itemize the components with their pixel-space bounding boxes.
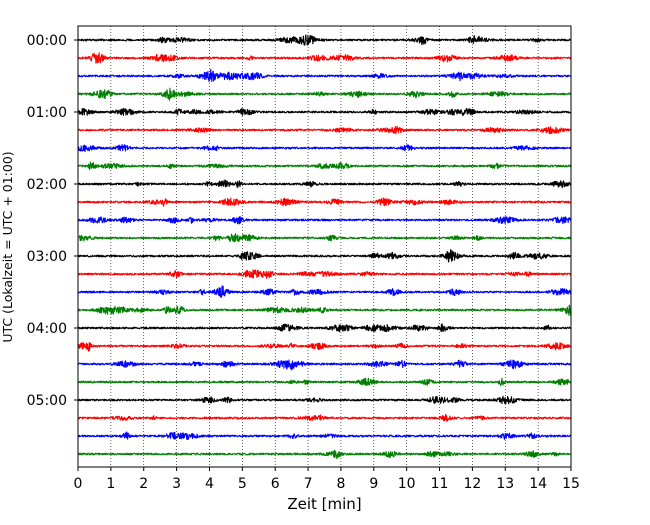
trace-0545 bbox=[77, 449, 572, 460]
trace-0115 bbox=[77, 125, 572, 135]
trace-0030 bbox=[77, 68, 572, 83]
x-tick-label-12: 12 bbox=[463, 476, 481, 492]
x-tick-label-9: 9 bbox=[369, 476, 378, 492]
x-tick-label-2: 2 bbox=[139, 476, 148, 492]
trace-0245 bbox=[77, 232, 572, 243]
seismic-traces bbox=[77, 34, 572, 460]
y-axis-ticks: 00:00 01:00 02:00 03:00 04:00 05:00 bbox=[27, 33, 78, 409]
y-tick-label-02:00: 02:00 bbox=[27, 177, 67, 193]
y-axis-label: UTC (Lokalzeit = UTC + 01:00) bbox=[0, 151, 15, 342]
x-tick-label-5: 5 bbox=[238, 476, 247, 492]
x-axis-ticks: 0 1 2 3 4 5 6 7 8 9 10 11 12 13 14 15 bbox=[74, 467, 580, 492]
x-tick-label-1: 1 bbox=[106, 476, 115, 492]
trace-0415 bbox=[77, 341, 572, 352]
trace-0000 bbox=[77, 34, 572, 46]
trace-0145 bbox=[77, 161, 572, 170]
trace-0315 bbox=[77, 269, 572, 279]
trace-0215 bbox=[77, 197, 572, 207]
y-tick-label-05:00: 05:00 bbox=[27, 393, 67, 409]
trace-0130 bbox=[77, 144, 572, 153]
trace-0015 bbox=[77, 52, 572, 64]
trace-0045 bbox=[77, 87, 572, 101]
trace-0300 bbox=[77, 249, 572, 263]
trace-0500 bbox=[77, 395, 572, 405]
x-tick-label-7: 7 bbox=[304, 476, 313, 492]
trace-0400 bbox=[77, 323, 572, 333]
x-tick-label-13: 13 bbox=[496, 476, 514, 492]
y-tick-label-04:00: 04:00 bbox=[27, 321, 67, 337]
x-tick-label-0: 0 bbox=[74, 476, 83, 492]
x-tick-label-6: 6 bbox=[271, 476, 280, 492]
y-tick-label-03:00: 03:00 bbox=[27, 249, 67, 265]
x-axis-label: Zeit [min] bbox=[287, 495, 361, 513]
trace-0100 bbox=[77, 107, 572, 116]
trace-0345 bbox=[77, 304, 572, 316]
plot-frame bbox=[77, 25, 572, 468]
x-tick-label-14: 14 bbox=[529, 476, 547, 492]
trace-0530 bbox=[77, 431, 572, 441]
x-tick-label-8: 8 bbox=[336, 476, 345, 492]
x-tick-label-4: 4 bbox=[205, 476, 214, 492]
trace-0515 bbox=[77, 413, 572, 423]
x-tick-label-15: 15 bbox=[562, 476, 580, 492]
trace-0445 bbox=[77, 377, 572, 387]
trace-0200 bbox=[77, 179, 572, 189]
y-tick-label-00:00: 00:00 bbox=[27, 33, 67, 49]
x-tick-label-3: 3 bbox=[172, 476, 181, 492]
trace-0230 bbox=[77, 215, 572, 225]
y-tick-label-01:00: 01:00 bbox=[27, 105, 67, 121]
x-tick-label-10: 10 bbox=[398, 476, 416, 492]
trace-0330 bbox=[77, 285, 572, 299]
trace-0430 bbox=[77, 359, 572, 371]
x-tick-label-11: 11 bbox=[431, 476, 449, 492]
